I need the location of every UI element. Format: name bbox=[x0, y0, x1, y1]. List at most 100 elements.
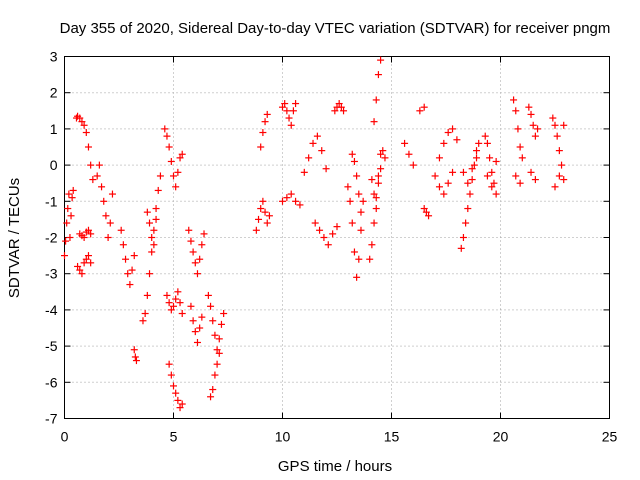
data-point bbox=[80, 259, 88, 267]
data-point bbox=[453, 136, 461, 144]
data-point bbox=[265, 212, 273, 220]
data-point bbox=[176, 154, 184, 162]
x-tick-label: 20 bbox=[493, 429, 509, 445]
data-point bbox=[215, 349, 223, 357]
data-point bbox=[76, 266, 84, 274]
data-point bbox=[353, 273, 361, 281]
data-point bbox=[449, 125, 457, 133]
data-point bbox=[143, 208, 151, 216]
data-point bbox=[82, 129, 90, 137]
data-point bbox=[76, 114, 84, 122]
data-points bbox=[61, 56, 568, 412]
data-point bbox=[457, 244, 465, 252]
data-point bbox=[481, 132, 489, 140]
data-point bbox=[68, 194, 76, 202]
data-point bbox=[348, 150, 356, 158]
data-point bbox=[152, 205, 160, 213]
data-point bbox=[558, 161, 566, 169]
data-point bbox=[263, 110, 271, 118]
data-point bbox=[172, 389, 180, 397]
data-point bbox=[459, 234, 467, 241]
data-point bbox=[63, 219, 71, 227]
data-point bbox=[148, 248, 156, 256]
data-point bbox=[379, 147, 387, 155]
data-point bbox=[78, 270, 86, 278]
data-point bbox=[292, 197, 300, 205]
grid-lines bbox=[64, 56, 610, 419]
data-point bbox=[170, 382, 177, 390]
data-point bbox=[377, 165, 385, 173]
x-tick-label: 5 bbox=[170, 429, 178, 445]
data-point bbox=[217, 320, 225, 328]
data-point bbox=[84, 143, 92, 151]
data-point bbox=[285, 114, 293, 122]
data-point bbox=[196, 324, 204, 332]
data-point bbox=[296, 201, 304, 209]
y-tick-label: -3 bbox=[45, 266, 58, 282]
data-point bbox=[374, 172, 382, 180]
data-point bbox=[143, 291, 151, 299]
data-point bbox=[106, 219, 114, 227]
data-point bbox=[150, 226, 158, 234]
data-point bbox=[527, 110, 535, 118]
data-point bbox=[370, 118, 378, 126]
data-point bbox=[209, 317, 217, 325]
data-point bbox=[473, 154, 481, 162]
data-point bbox=[316, 226, 324, 234]
data-point bbox=[331, 107, 339, 115]
data-point bbox=[353, 172, 361, 180]
data-point bbox=[510, 96, 518, 104]
data-point bbox=[431, 172, 439, 180]
data-point bbox=[156, 172, 164, 180]
data-point bbox=[204, 291, 212, 299]
y-tick-label: 3 bbox=[50, 49, 58, 65]
data-point bbox=[368, 241, 376, 249]
data-point bbox=[215, 335, 223, 343]
x-tick-label: 0 bbox=[61, 429, 69, 445]
data-point bbox=[211, 331, 219, 339]
data-point bbox=[551, 121, 559, 129]
data-point bbox=[311, 219, 319, 227]
data-point bbox=[560, 176, 568, 184]
data-point bbox=[279, 103, 286, 111]
data-point bbox=[357, 208, 365, 216]
data-point bbox=[193, 338, 201, 346]
data-point bbox=[189, 248, 197, 256]
data-point bbox=[357, 226, 365, 234]
data-point bbox=[492, 157, 500, 165]
data-point bbox=[355, 255, 363, 263]
data-point bbox=[370, 190, 378, 198]
data-point bbox=[174, 288, 182, 296]
data-point bbox=[440, 139, 448, 147]
data-point bbox=[193, 270, 201, 278]
data-point bbox=[152, 215, 160, 223]
data-point bbox=[555, 147, 563, 155]
data-point bbox=[187, 302, 195, 310]
data-point bbox=[261, 118, 269, 126]
data-point bbox=[444, 129, 452, 137]
x-axis-label: GPS time / hours bbox=[278, 458, 392, 475]
data-point bbox=[69, 186, 77, 194]
data-point bbox=[462, 219, 470, 227]
data-point bbox=[89, 176, 97, 184]
data-point bbox=[318, 147, 326, 155]
data-point bbox=[220, 310, 228, 318]
y-axis-label: SDTVAR / TECUs bbox=[6, 178, 23, 298]
data-point bbox=[93, 172, 101, 180]
data-point bbox=[172, 295, 180, 303]
data-point bbox=[516, 143, 524, 151]
data-point bbox=[488, 183, 496, 191]
data-point bbox=[141, 310, 149, 318]
data-point bbox=[165, 143, 173, 151]
data-point bbox=[61, 252, 68, 260]
data-point bbox=[305, 154, 313, 162]
y-tick-label: -4 bbox=[45, 302, 58, 318]
data-point bbox=[154, 186, 162, 194]
data-point bbox=[464, 205, 472, 213]
data-point bbox=[374, 71, 382, 79]
data-point bbox=[475, 139, 483, 147]
data-point bbox=[259, 129, 267, 137]
data-point bbox=[490, 179, 498, 187]
data-point bbox=[279, 197, 286, 205]
